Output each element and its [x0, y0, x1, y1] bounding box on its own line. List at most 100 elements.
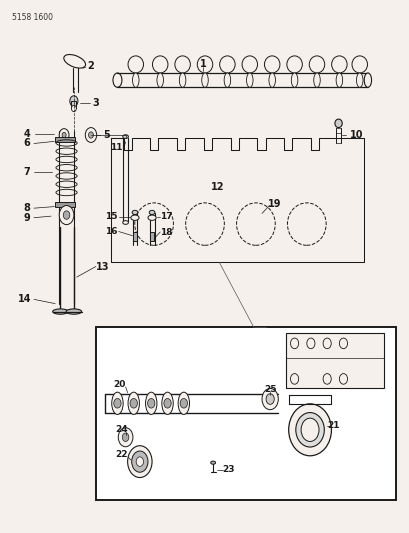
Ellipse shape: [313, 73, 319, 87]
Ellipse shape: [219, 56, 234, 73]
Ellipse shape: [175, 56, 190, 73]
Circle shape: [131, 451, 148, 472]
Ellipse shape: [152, 56, 168, 73]
Ellipse shape: [295, 413, 324, 447]
Text: 5158 1600: 5158 1600: [11, 13, 52, 22]
Ellipse shape: [112, 392, 123, 415]
Ellipse shape: [197, 56, 212, 73]
Text: 24: 24: [115, 425, 128, 434]
Ellipse shape: [132, 73, 139, 87]
Ellipse shape: [334, 119, 342, 127]
Bar: [71, 101, 76, 109]
Ellipse shape: [122, 221, 128, 224]
Ellipse shape: [264, 56, 279, 73]
Text: 7: 7: [23, 167, 30, 177]
Text: 2: 2: [87, 61, 93, 71]
Ellipse shape: [149, 211, 155, 215]
Ellipse shape: [122, 135, 128, 139]
Ellipse shape: [331, 56, 346, 73]
Ellipse shape: [64, 54, 85, 68]
Circle shape: [85, 127, 97, 142]
Ellipse shape: [308, 56, 324, 73]
Ellipse shape: [132, 211, 137, 215]
Bar: [150, 231, 154, 241]
Text: 3: 3: [92, 98, 99, 108]
Text: 8: 8: [23, 203, 30, 213]
Circle shape: [127, 446, 152, 478]
Text: 4: 4: [23, 129, 30, 139]
Circle shape: [261, 389, 278, 410]
Ellipse shape: [128, 56, 143, 73]
Text: 5: 5: [103, 130, 110, 140]
Circle shape: [59, 206, 74, 224]
Circle shape: [88, 132, 93, 138]
Ellipse shape: [268, 73, 275, 87]
Bar: [133, 231, 137, 241]
Ellipse shape: [66, 309, 81, 314]
Ellipse shape: [355, 73, 362, 87]
Circle shape: [180, 399, 187, 408]
Bar: [55, 203, 74, 207]
Bar: [55, 137, 74, 142]
Text: 25: 25: [263, 385, 276, 394]
Ellipse shape: [179, 73, 185, 87]
Ellipse shape: [162, 392, 173, 415]
Circle shape: [339, 374, 347, 384]
Circle shape: [59, 128, 69, 141]
Text: 19: 19: [267, 199, 281, 209]
Text: 18: 18: [160, 228, 172, 237]
Circle shape: [118, 427, 133, 447]
Text: 10: 10: [349, 130, 362, 140]
Text: 1: 1: [199, 59, 206, 69]
Ellipse shape: [128, 392, 139, 415]
Bar: [96, 327, 396, 500]
Circle shape: [322, 338, 330, 349]
Ellipse shape: [145, 392, 157, 415]
Circle shape: [122, 433, 128, 441]
Circle shape: [62, 132, 66, 138]
Ellipse shape: [113, 73, 121, 87]
Circle shape: [130, 399, 137, 408]
Circle shape: [147, 399, 155, 408]
Circle shape: [114, 399, 121, 408]
Text: 16: 16: [105, 227, 117, 236]
Text: 15: 15: [105, 212, 117, 221]
Ellipse shape: [351, 56, 366, 73]
Circle shape: [63, 211, 70, 219]
Text: 6: 6: [23, 139, 30, 149]
Ellipse shape: [363, 73, 371, 87]
Circle shape: [290, 374, 298, 384]
Ellipse shape: [130, 215, 139, 220]
Ellipse shape: [286, 56, 301, 73]
Ellipse shape: [246, 73, 252, 87]
Text: 22: 22: [115, 450, 128, 459]
Ellipse shape: [241, 56, 257, 73]
Ellipse shape: [157, 73, 163, 87]
Text: 12: 12: [210, 182, 223, 192]
Ellipse shape: [210, 461, 215, 464]
Ellipse shape: [201, 73, 208, 87]
Ellipse shape: [53, 309, 68, 314]
Text: 20: 20: [113, 379, 126, 389]
Text: 11: 11: [110, 143, 122, 152]
Ellipse shape: [291, 73, 297, 87]
Bar: [286, 333, 383, 389]
Text: 9: 9: [23, 213, 30, 223]
Text: 23: 23: [222, 465, 234, 474]
Text: 14: 14: [18, 294, 31, 304]
Circle shape: [300, 418, 318, 441]
Text: 17: 17: [160, 212, 172, 221]
Ellipse shape: [288, 404, 330, 456]
Circle shape: [322, 374, 330, 384]
Text: 21: 21: [326, 421, 339, 430]
Ellipse shape: [224, 73, 230, 87]
Circle shape: [71, 106, 76, 112]
Circle shape: [265, 394, 274, 405]
Circle shape: [290, 338, 298, 349]
Circle shape: [136, 457, 143, 466]
Circle shape: [339, 338, 347, 349]
Circle shape: [306, 338, 314, 349]
Circle shape: [70, 96, 78, 107]
Ellipse shape: [335, 73, 342, 87]
Text: 13: 13: [95, 262, 109, 271]
